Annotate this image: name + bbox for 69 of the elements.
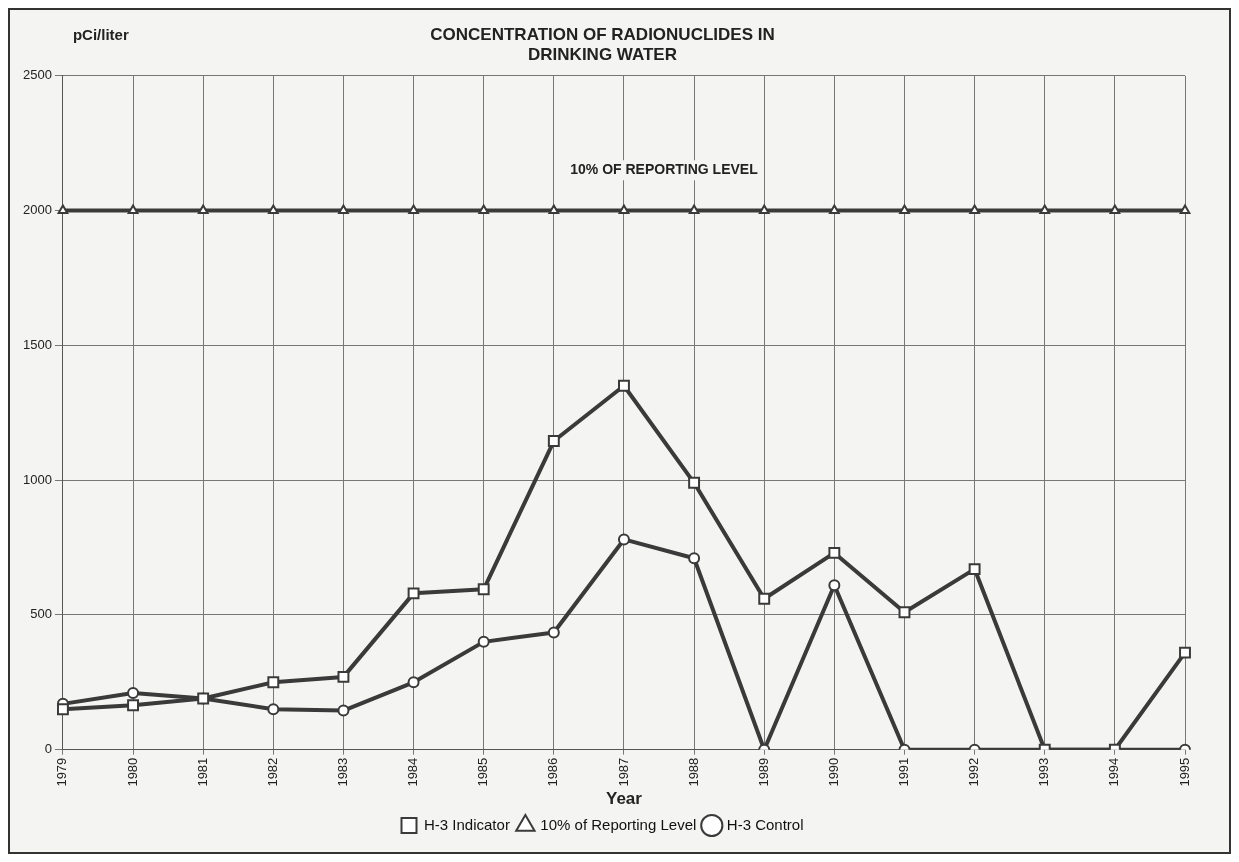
x-tick-label: 1986 (545, 757, 561, 787)
x-tick-label: 1979 (54, 757, 70, 787)
chart-title: CONCENTRATION OF RADIONUCLIDES IN DRINKING WATER (430, 24, 775, 65)
point (828, 546, 841, 559)
point (407, 676, 420, 689)
point (828, 579, 841, 592)
point (267, 204, 279, 215)
point (899, 204, 910, 215)
x-tick-label: 1980 (124, 757, 140, 787)
point (898, 606, 911, 619)
legend-label: H-3 Control (726, 815, 804, 833)
point (1179, 646, 1191, 659)
point (758, 204, 770, 215)
point (618, 379, 630, 392)
point (1179, 204, 1191, 215)
x-axis-title: Year (605, 789, 643, 809)
y-tick-label: 1500 (23, 336, 52, 352)
point (688, 204, 700, 215)
point (688, 552, 701, 565)
x-tick-label: 1981 (194, 757, 210, 787)
x-tick-label: 1993 (1036, 757, 1052, 787)
point (127, 699, 139, 712)
point (267, 676, 280, 689)
point (338, 204, 349, 215)
x-tick-label: 1984 (405, 757, 421, 787)
legend-label: 10% of Reporting Level (540, 815, 697, 833)
point (829, 204, 840, 215)
point (618, 204, 630, 215)
point (758, 592, 771, 605)
point (407, 587, 420, 600)
point (547, 435, 560, 447)
point (688, 476, 701, 489)
x-tick-label: 1987 (615, 757, 631, 787)
point (478, 204, 490, 215)
point (548, 204, 560, 215)
x-tick-label: 1991 (896, 757, 912, 787)
point (477, 635, 490, 648)
y-tick-label: 500 (30, 606, 52, 622)
y-tick-label: 2000 (23, 202, 52, 218)
point (56, 703, 69, 716)
point (337, 670, 350, 683)
x-tick-label: 1985 (475, 757, 491, 787)
y-axis-title: pCi/liter (72, 26, 129, 43)
y-tick-label: 1000 (23, 471, 52, 487)
x-tick-label: 1989 (755, 757, 771, 787)
point (1039, 204, 1051, 215)
point (337, 704, 350, 717)
y-tick-label: 2500 (23, 67, 52, 83)
point (127, 204, 139, 215)
y-tick-label: 0 (44, 741, 52, 757)
x-tick-label: 1988 (685, 757, 701, 787)
point (969, 204, 980, 215)
point (477, 583, 490, 596)
x-tick-label: 1983 (335, 757, 351, 787)
point (408, 204, 419, 215)
x-tick-label: 1990 (825, 757, 841, 787)
point (1109, 204, 1121, 215)
point (197, 204, 209, 215)
x-tick-label: 1982 (264, 757, 280, 787)
annotation: 10% OF REPORTING LEVEL (570, 161, 759, 177)
point (127, 687, 140, 700)
x-tick-label: 1992 (966, 757, 982, 787)
legend-label: H-3 Indicator (424, 815, 510, 833)
point (617, 533, 630, 546)
x-tick-label: 1994 (1106, 757, 1122, 787)
point (267, 703, 280, 716)
x-tick-label: 1995 (1176, 757, 1192, 787)
point (968, 563, 981, 576)
point (547, 626, 560, 639)
